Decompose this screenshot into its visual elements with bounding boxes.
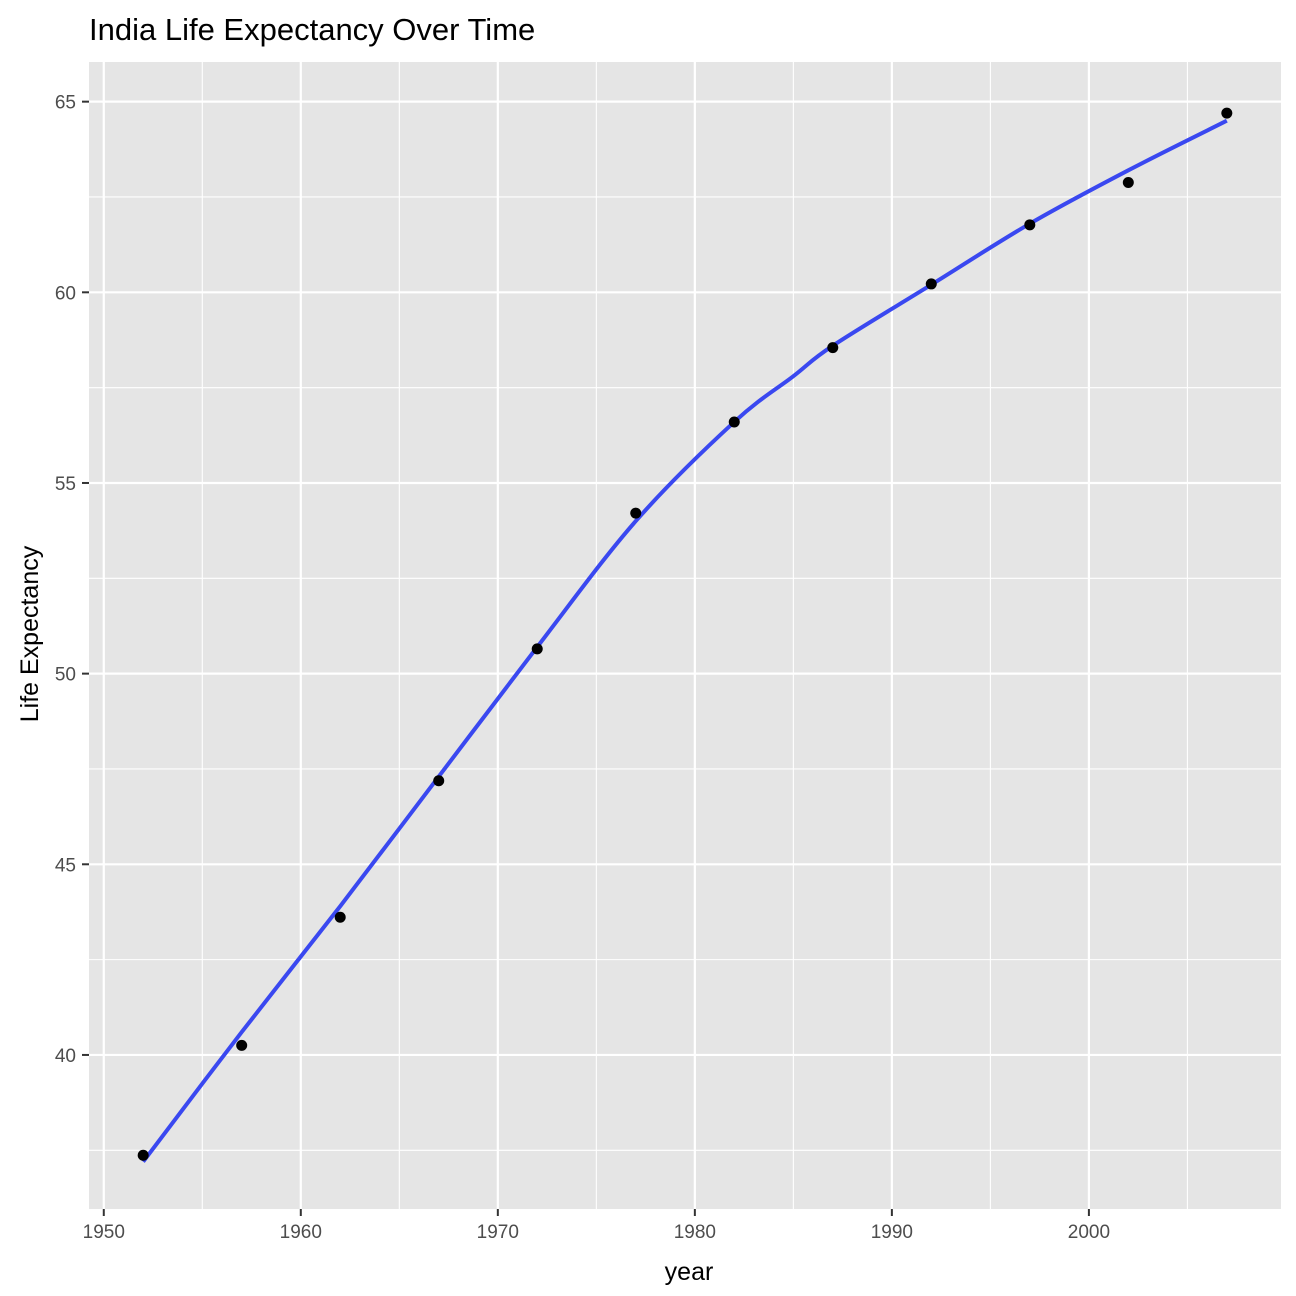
data-point xyxy=(1024,219,1036,231)
data-point xyxy=(334,911,346,923)
data-point xyxy=(827,342,839,354)
y-tick-label: 65 xyxy=(55,93,76,114)
data-point xyxy=(1221,107,1233,119)
x-tick-label: 1970 xyxy=(477,1222,519,1243)
data-point xyxy=(433,775,445,787)
x-tick-label: 2000 xyxy=(1068,1222,1110,1243)
data-point xyxy=(236,1039,248,1051)
plot-panel xyxy=(89,62,1281,1209)
y-tick-label: 45 xyxy=(55,855,76,876)
y-axis-title: Life Expectancy xyxy=(16,545,44,722)
y-tick-label: 50 xyxy=(55,665,76,686)
chart-title: India Life Expectancy Over Time xyxy=(89,12,535,47)
y-tick-label: 40 xyxy=(55,1046,76,1067)
data-point xyxy=(531,643,543,655)
minor-gridlines xyxy=(89,62,1281,1209)
x-tick-label: 1950 xyxy=(83,1222,125,1243)
x-tick-label: 1960 xyxy=(280,1222,322,1243)
x-tick-label: 1990 xyxy=(871,1222,913,1243)
x-axis: 1950 1960 1970 1980 1990 2000 xyxy=(83,1209,1110,1243)
data-point xyxy=(630,507,642,519)
y-axis: 40 45 50 55 60 65 xyxy=(55,93,89,1067)
x-tick-label: 1980 xyxy=(674,1222,716,1243)
data-point xyxy=(1122,176,1134,188)
data-point xyxy=(728,416,740,428)
data-point xyxy=(137,1149,149,1161)
major-gridlines xyxy=(89,62,1281,1209)
y-tick-label: 60 xyxy=(55,283,76,304)
x-axis-title: year xyxy=(665,1258,714,1286)
data-points xyxy=(137,107,1233,1161)
y-tick-label: 55 xyxy=(55,474,76,495)
data-point xyxy=(925,278,937,290)
